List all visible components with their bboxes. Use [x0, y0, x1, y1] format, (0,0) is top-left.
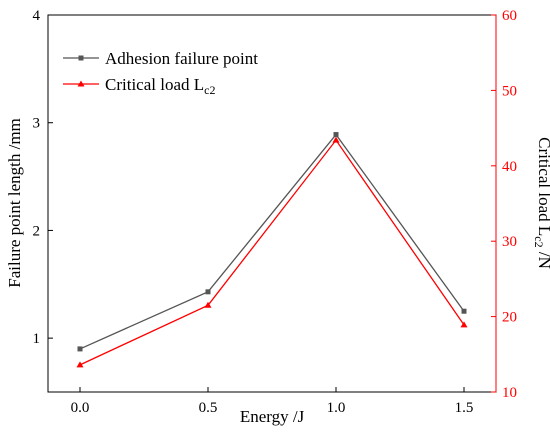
x-axis-title: Energy /J [240, 407, 305, 426]
legend-item-critical-load: Critical load Lc2 [63, 75, 215, 97]
legend-triangle-marker [77, 80, 85, 87]
right-y-axis-title-subscript: c2 [532, 236, 546, 247]
legend-item-adhesion: Adhesion failure point [63, 49, 258, 68]
data-point-triangle [76, 361, 84, 368]
legend-square-marker [78, 55, 84, 61]
left-y-axis-title: Failure point length /mm [5, 118, 24, 288]
left-y-tick-label: 2 [33, 223, 41, 239]
plot-area [47, 14, 497, 393]
left-y-tick-label: 1 [33, 331, 41, 347]
x-tick-label: 1.5 [455, 400, 474, 416]
right-y-axis-title-unit: /N [535, 248, 550, 269]
right-y-tick-label: 10 [502, 385, 517, 401]
data-point-triangle [332, 136, 340, 143]
plot-frame [47, 14, 497, 393]
data-point-square [333, 132, 339, 138]
legend-label-critical-load: Critical load Lc2 [105, 75, 215, 97]
x-tick-label: 1.0 [327, 400, 346, 416]
series-line-0 [79, 133, 465, 350]
series-layer [76, 132, 468, 368]
left-y-axis-ticks: 1 2 3 4 [33, 8, 53, 347]
right-y-tick-label: 40 [502, 159, 517, 175]
x-axis-ticks: 0.0 0.5 1.0 1.5 [71, 387, 474, 416]
legend-label-critical-load-subscript: c2 [204, 83, 215, 97]
series-line-1 [79, 139, 465, 366]
right-y-axis-title: Critical load Lc2 /N [532, 137, 550, 269]
legend-label-critical-load-main: Critical load L [105, 75, 204, 94]
legend-label-adhesion: Adhesion failure point [105, 49, 258, 68]
right-y-tick-label: 30 [502, 234, 517, 250]
data-point-square [205, 289, 211, 295]
right-y-axis-title-main: Critical load L [535, 137, 550, 236]
left-y-tick-label: 3 [33, 116, 41, 132]
right-y-tick-label: 50 [502, 83, 517, 99]
data-point-square [77, 346, 83, 352]
data-point-triangle [460, 321, 468, 328]
left-y-tick-label: 4 [33, 8, 41, 24]
right-y-tick-label: 20 [502, 310, 517, 326]
data-point-triangle [204, 301, 212, 308]
data-point-square [461, 308, 467, 314]
right-y-tick-label: 60 [502, 8, 517, 24]
right-y-axis-ticks: 10 20 30 40 50 60 [491, 8, 517, 401]
x-tick-label: 0.0 [71, 400, 90, 416]
x-tick-label: 0.5 [199, 400, 218, 416]
legend: Adhesion failure point Critical load Lc2 [63, 49, 258, 97]
